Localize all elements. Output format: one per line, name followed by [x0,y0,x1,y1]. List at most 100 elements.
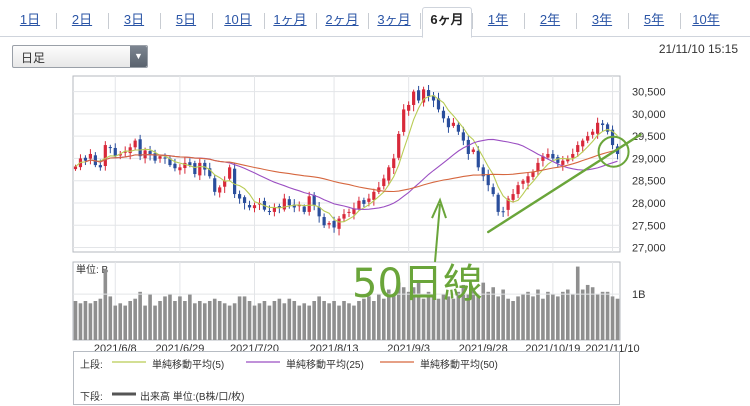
candle-body [516,185,520,195]
candle-body [213,178,217,192]
volume-bar [466,294,471,340]
volume-bar [486,291,491,340]
candle-body [417,90,421,101]
candle-body [372,191,376,200]
candle-body [581,140,585,147]
volume-bar [481,282,486,340]
tab-5[interactable]: 10日 [224,12,252,27]
volume-bar [222,303,227,340]
candle-body [352,208,356,214]
volume-bar [158,301,162,340]
candle-body [377,187,381,192]
volume-bar [128,301,132,340]
candle-body [392,158,396,169]
volume-bar [232,303,237,340]
volume-bar [332,301,336,340]
volume-bar [491,287,495,340]
tab-separator [524,13,525,29]
candle-body [93,155,97,166]
candle-body [203,162,207,170]
volume-bar [317,296,321,340]
candle-body [148,151,152,154]
volume-bar [431,296,436,340]
tab-4[interactable]: 5日 [175,12,197,27]
tab-14[interactable]: 10年 [692,12,720,27]
candle-body [188,162,192,166]
candle-body [168,158,172,166]
candle-body [511,194,515,200]
tab-3[interactable]: 3日 [123,12,145,27]
candle-body [481,167,485,177]
candle-body [73,166,78,170]
candle-body [158,156,162,159]
candle-body [153,153,157,161]
candle-body [546,153,550,158]
volume-bar [526,291,530,340]
volume-bar [357,301,361,340]
volume-bar [342,301,346,340]
volume-bar [143,305,147,340]
volume-bar [590,287,595,340]
candle-body [327,223,331,225]
candle-body [138,139,142,157]
tab-8[interactable]: 3ヶ月 [377,12,411,27]
volume-bar [426,291,431,340]
tab-1[interactable]: 1日 [19,12,41,27]
volume-bar [456,291,461,340]
volume-bar [570,294,575,340]
volume-bar [237,296,242,340]
volume-bar [476,296,481,340]
volume-bar [531,296,535,340]
volume-bar [352,305,356,340]
volume-bar [252,305,257,340]
candle-body [287,199,291,206]
tab-separator [160,13,161,29]
volume-bar [575,266,580,340]
chart-type-select[interactable]: 日足 ▼ [12,45,148,68]
candle-body [451,122,456,126]
tab-10[interactable]: 1年 [487,12,509,27]
volume-bar [421,298,426,340]
candle-body [113,147,117,157]
candle-body [461,132,465,141]
volume-bar [501,289,505,340]
volume-bar [372,301,376,340]
candle-body [571,153,575,158]
tab-2[interactable]: 2日 [71,12,93,27]
volume-bar [202,303,207,340]
volume-bar [386,289,391,340]
tab-13[interactable]: 5年 [643,12,665,27]
volume-bar [461,284,466,340]
tab-7[interactable]: 2ヶ月 [325,12,359,27]
candle-body [496,194,500,212]
period-tabs: 1日 2日 3日 5日 10日 1ヶ月 2ヶ月 3ヶ月 6ヶ月 1年 2年 3年 5年 10年 [0,0,750,38]
volume-bar [212,298,217,340]
volume-bar [257,303,262,340]
candle-body [431,95,436,101]
volume-bar [541,298,545,340]
volume-bar [595,294,600,340]
volume-bar [381,298,386,340]
candle-body [466,139,470,154]
volume-bar [207,301,212,340]
volume-bar [580,289,585,340]
tab-9[interactable]: 6ヶ月 [422,7,472,38]
volume-bar [521,294,525,340]
annotation-arrow-head [431,197,447,219]
volume-bar [516,296,520,340]
candle-body [123,151,127,153]
volume-bar [605,291,610,340]
trend-line [487,133,642,234]
volume-bar [337,305,341,340]
tab-12[interactable]: 3年 [591,12,613,27]
tab-6[interactable]: 1ヶ月 [273,12,307,27]
candle-body [531,171,535,177]
volume-bar [173,301,177,340]
tab-11[interactable]: 2年 [539,12,561,27]
candle-body [108,147,112,149]
candle-body [426,90,431,97]
moving-average-5-line [75,95,618,223]
candle-body [128,147,132,154]
candle-body [193,163,197,175]
